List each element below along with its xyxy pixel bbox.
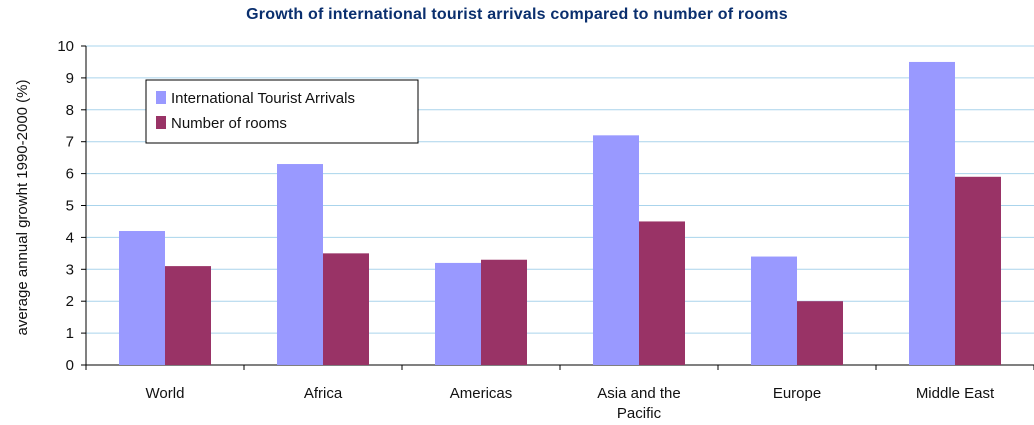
- bar-rooms: [797, 301, 843, 365]
- y-tick-label: 8: [66, 102, 74, 119]
- y-tick-label: 9: [66, 70, 74, 87]
- legend-swatch: [156, 91, 166, 104]
- legend-swatch: [156, 116, 166, 129]
- y-tick-label: 7: [66, 134, 74, 151]
- x-category-label: Middle East: [916, 385, 995, 402]
- bar-rooms: [165, 266, 211, 365]
- y-tick-label: 5: [66, 198, 74, 215]
- y-tick-label: 10: [57, 38, 74, 55]
- x-category-label: Asia and the: [597, 385, 680, 402]
- legend-label: International Tourist Arrivals: [171, 90, 355, 107]
- bar-arrivals: [435, 262, 481, 365]
- bar-arrivals: [593, 135, 639, 365]
- chart-title: Growth of international tourist arrivals…: [246, 6, 788, 23]
- y-axis-title: average annual growht 1990-2000 (%): [14, 79, 31, 335]
- bar-rooms: [323, 253, 369, 365]
- x-category-label: Europe: [773, 385, 821, 402]
- y-tick-label: 2: [66, 293, 74, 310]
- y-tick-label: 4: [66, 229, 74, 246]
- legend-label: Number of rooms: [171, 115, 287, 132]
- legend-box: [145, 79, 419, 144]
- bar-rooms: [639, 221, 685, 365]
- x-category-label: World: [146, 385, 185, 402]
- x-category-label: Americas: [450, 385, 513, 402]
- bar-arrivals: [119, 231, 165, 365]
- bar-arrivals: [909, 61, 955, 365]
- x-category-label: Pacific: [617, 405, 662, 422]
- bar-arrivals: [751, 256, 797, 365]
- bar-rooms: [955, 176, 1001, 365]
- y-tick-label: 6: [66, 166, 74, 183]
- y-tick-label: 0: [66, 357, 74, 374]
- y-tick-label: 3: [66, 261, 74, 278]
- bar-rooms: [481, 259, 527, 365]
- bar-arrivals: [277, 164, 323, 365]
- x-category-label: Africa: [304, 385, 343, 402]
- y-tick-label: 1: [66, 325, 74, 342]
